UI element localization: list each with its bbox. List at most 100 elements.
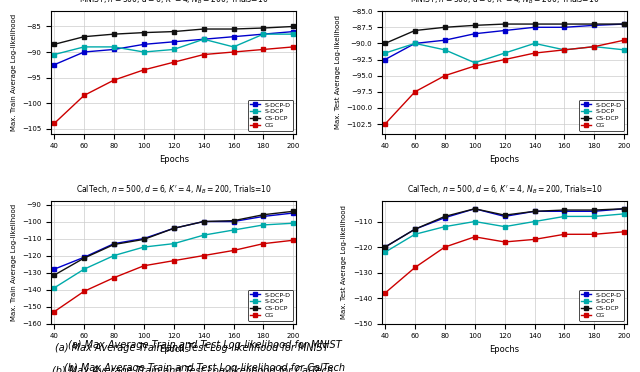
CS-DCP xyxy=(51,273,58,278)
CS-DCP xyxy=(441,214,449,219)
CS-DCP xyxy=(170,226,177,231)
S-DCP-D xyxy=(531,25,538,29)
CS-DCP xyxy=(381,245,389,249)
CS-DCP xyxy=(51,42,58,46)
Line: S-DCP-D: S-DCP-D xyxy=(383,22,627,62)
S-DCP-D xyxy=(411,41,419,46)
S-DCP-D xyxy=(51,62,58,67)
S-DCP xyxy=(289,221,297,225)
S-DCP-D xyxy=(501,214,509,219)
X-axis label: Epochs: Epochs xyxy=(490,345,520,354)
S-DCP-D xyxy=(51,267,58,272)
S-DCP xyxy=(289,32,297,36)
X-axis label: Epochs: Epochs xyxy=(490,155,520,164)
S-DCP xyxy=(140,50,148,54)
Line: S-DCP: S-DCP xyxy=(383,41,627,65)
S-DCP-D xyxy=(561,25,568,29)
S-DCP-D xyxy=(110,47,118,52)
S-DCP xyxy=(591,44,598,49)
CS-DCP xyxy=(411,28,419,33)
CS-DCP xyxy=(620,22,628,26)
S-DCP xyxy=(260,32,268,36)
S-DCP-D xyxy=(381,245,389,249)
CG xyxy=(620,230,628,234)
CS-DCP xyxy=(230,218,237,223)
Legend: S-DCP-D, S-DCP, CS-DCP, CG: S-DCP-D, S-DCP, CS-DCP, CG xyxy=(248,289,293,321)
Text: (a) Max Average Train and Test Log-likelihood for MNIST: (a) Max Average Train and Test Log-likel… xyxy=(68,340,342,350)
S-DCP-D xyxy=(80,255,88,260)
Title: CalTech, $n=500$, $d=6$, $K^{\prime}=4$, $N_B=200$, Trials=10: CalTech, $n=500$, $d=6$, $K^{\prime}=4$,… xyxy=(76,184,272,196)
CG xyxy=(381,122,389,126)
S-DCP xyxy=(200,233,207,237)
S-DCP xyxy=(260,223,268,227)
S-DCP xyxy=(441,224,449,229)
S-DCP-D xyxy=(140,42,148,46)
S-DCP xyxy=(51,52,58,57)
CS-DCP xyxy=(591,208,598,212)
CS-DCP xyxy=(441,25,449,29)
CS-DCP xyxy=(260,26,268,30)
S-DCP xyxy=(531,41,538,46)
S-DCP xyxy=(170,47,177,52)
S-DCP xyxy=(531,219,538,224)
CG xyxy=(51,121,58,126)
S-DCP-D xyxy=(620,22,628,26)
CS-DCP xyxy=(591,22,598,26)
CG xyxy=(561,48,568,52)
S-DCP-D xyxy=(230,35,237,39)
S-DCP xyxy=(381,250,389,254)
S-DCP xyxy=(501,224,509,229)
S-DCP-D xyxy=(561,209,568,214)
S-DCP-D xyxy=(381,57,389,62)
CG xyxy=(170,259,177,263)
S-DCP xyxy=(411,41,419,46)
Title: CalTech, $n=500$, $d=6$, $K^{\prime}=4$, $N_B=200$, Trials=10: CalTech, $n=500$, $d=6$, $K^{\prime}=4$,… xyxy=(406,184,603,196)
CS-DCP xyxy=(411,227,419,231)
S-DCP xyxy=(561,48,568,52)
S-DCP-D xyxy=(140,236,148,241)
CG xyxy=(411,90,419,94)
S-DCP-D xyxy=(80,50,88,54)
S-DCP-D xyxy=(200,219,207,224)
S-DCP xyxy=(381,51,389,55)
CG xyxy=(441,73,449,78)
CG xyxy=(260,47,268,52)
Title: MNIST, $n=500$, $d=6$, $K^{\prime}=4$, $N_B=200$, Trials=10: MNIST, $n=500$, $d=6$, $K^{\prime}=4$, $… xyxy=(410,0,600,6)
Line: S-DCP-D: S-DCP-D xyxy=(383,207,627,249)
Line: CS-DCP: CS-DCP xyxy=(383,22,627,45)
CG xyxy=(200,253,207,258)
Y-axis label: Max. Train Average Log-likelihood: Max. Train Average Log-likelihood xyxy=(10,204,17,321)
S-DCP-D xyxy=(591,209,598,214)
CG xyxy=(110,275,118,280)
CS-DCP xyxy=(80,256,88,260)
CG xyxy=(411,265,419,270)
Text: (a) Max Average Train and Test Log-likelihood for MNIST: (a) Max Average Train and Test Log-likel… xyxy=(55,343,329,353)
CG xyxy=(289,45,297,49)
S-DCP-D xyxy=(289,211,297,215)
Legend: S-DCP-D, S-DCP, CS-DCP, CG: S-DCP-D, S-DCP, CS-DCP, CG xyxy=(579,289,624,321)
CG xyxy=(170,60,177,64)
CG xyxy=(471,235,479,239)
CS-DCP xyxy=(110,32,118,36)
CG xyxy=(140,263,148,268)
S-DCP xyxy=(620,48,628,52)
S-DCP xyxy=(620,212,628,216)
S-DCP-D xyxy=(620,206,628,211)
CG xyxy=(501,240,509,244)
CG xyxy=(531,51,538,55)
S-DCP xyxy=(411,232,419,237)
CG xyxy=(591,232,598,237)
S-DCP-D xyxy=(471,206,479,211)
Line: S-DCP: S-DCP xyxy=(52,221,296,290)
CG xyxy=(200,52,207,57)
Legend: S-DCP-D, S-DCP, CS-DCP, CG: S-DCP-D, S-DCP, CS-DCP, CG xyxy=(248,100,293,131)
S-DCP-D xyxy=(170,226,177,231)
CG xyxy=(51,310,58,314)
CS-DCP xyxy=(289,24,297,29)
CS-DCP xyxy=(531,209,538,214)
S-DCP-D xyxy=(260,32,268,36)
S-DCP xyxy=(80,45,88,49)
CG xyxy=(381,291,389,295)
CG xyxy=(80,93,88,97)
CG xyxy=(80,289,88,294)
